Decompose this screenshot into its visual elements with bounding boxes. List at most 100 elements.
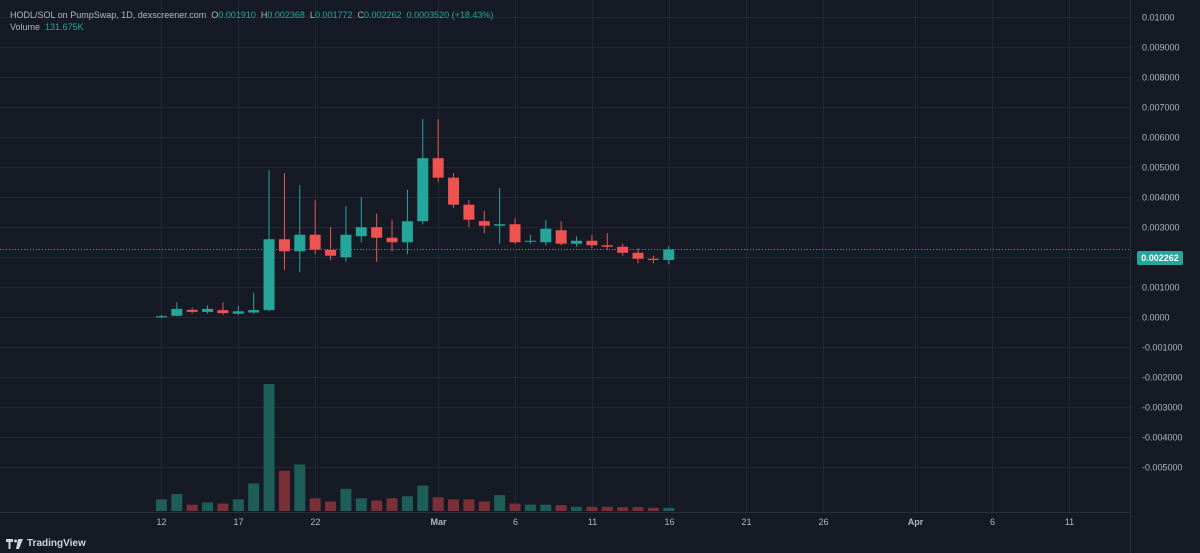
candle-body <box>155 316 167 318</box>
volume-bar <box>509 503 521 511</box>
chart-legend: HODL/SOL on PumpSwap, 1D, dexscreener.co… <box>10 9 493 33</box>
x-tick-label: Apr <box>908 517 924 527</box>
y-tick-label: 0.001000 <box>1142 283 1180 293</box>
candle-body <box>386 237 398 243</box>
candle-body <box>371 227 383 238</box>
open-value: 0.001910 <box>218 10 256 20</box>
volume-bar <box>448 499 460 511</box>
volume-bar <box>663 507 675 511</box>
x-tick-label: 21 <box>741 517 751 527</box>
y-tick-label: -0.004000 <box>1142 433 1183 443</box>
y-tick-label: 0.008000 <box>1142 73 1180 83</box>
y-tick-label: 0.006000 <box>1142 133 1180 143</box>
candle-body <box>571 240 583 244</box>
candle-body <box>355 227 367 237</box>
y-tick-label: 0.009000 <box>1142 43 1180 53</box>
candle-body <box>186 309 198 312</box>
volume-bar <box>355 498 367 511</box>
candle-body <box>617 246 629 253</box>
tradingview-logo-icon <box>6 538 23 549</box>
candle-body <box>478 221 490 226</box>
x-tick-label: Mar <box>430 517 447 527</box>
symbol-title: HODL/SOL on PumpSwap, 1D, dexscreener.co… <box>10 10 207 20</box>
x-tick-label: 11 <box>588 517 597 527</box>
volume-bar <box>340 488 352 511</box>
x-tick-label: 12 <box>156 517 166 527</box>
candle-body <box>432 158 444 178</box>
volume-bar <box>371 500 383 511</box>
low-label: L <box>309 10 315 20</box>
candle-body <box>601 245 613 247</box>
candle-body <box>232 311 244 314</box>
volume-bar <box>401 496 413 511</box>
candle-body <box>325 249 337 256</box>
volume-bar <box>601 506 613 511</box>
candle-body <box>663 249 675 260</box>
high-value: 0.002368 <box>267 10 305 20</box>
x-tick-label: 6 <box>513 517 518 527</box>
candle-body <box>217 310 229 314</box>
y-tick-label: 0.007000 <box>1142 103 1180 113</box>
volume-bar <box>617 507 629 511</box>
y-tick-label: 0.0000 <box>1142 313 1170 323</box>
volume-bar <box>386 498 398 511</box>
candle-body <box>632 252 644 259</box>
candle-body <box>340 234 352 258</box>
volume-bar <box>217 503 229 511</box>
candle-body <box>540 228 552 243</box>
volume-bar <box>294 464 306 511</box>
volume-bar <box>278 470 290 511</box>
candle-body <box>586 240 598 246</box>
candle-body <box>448 177 460 205</box>
last-price-tag: 0.002262 <box>1137 251 1183 265</box>
y-tick-label: -0.003000 <box>1142 403 1183 413</box>
time-axis: 12 17 22 Mar 6 11 16 21 26 Apr 6 11 <box>156 517 1074 527</box>
volume-bar <box>202 502 214 511</box>
x-tick-label: 17 <box>233 517 243 527</box>
x-tick-label: 26 <box>818 517 828 527</box>
volume-bar <box>494 495 506 511</box>
change-value: 0.0003520 (+18.43%) <box>406 10 494 20</box>
tradingview-brand[interactable]: TradingView <box>6 538 86 549</box>
candles <box>155 119 675 318</box>
volume-bar <box>248 483 260 511</box>
volume-bar <box>186 504 198 511</box>
volume-bar <box>463 499 475 511</box>
candle-body <box>555 230 567 244</box>
volume-bar <box>155 499 167 511</box>
volume-bar <box>586 506 598 511</box>
candle-body <box>309 234 321 250</box>
volume-bar <box>432 497 444 511</box>
close-value: 0.002262 <box>364 10 402 20</box>
ohlc-row: HODL/SOL on PumpSwap, 1D, dexscreener.co… <box>10 9 493 21</box>
tradingview-label: TradingView <box>27 538 86 549</box>
volume-bar <box>555 505 567 511</box>
volume-row: Volume 131.675K <box>10 21 493 33</box>
x-tick-label: 16 <box>664 517 674 527</box>
y-tick-label: -0.002000 <box>1142 373 1183 383</box>
volume-bar <box>647 507 659 511</box>
volume-bar <box>232 499 244 511</box>
candle-body <box>248 310 260 313</box>
y-tick-label: 0.005000 <box>1142 163 1180 173</box>
volume-bar <box>417 485 429 511</box>
x-tick-label: 22 <box>310 517 320 527</box>
candle-body <box>171 308 183 316</box>
volume-bar <box>309 498 321 511</box>
volume-bar <box>524 504 536 511</box>
candle-body <box>294 234 306 252</box>
x-tick-label: 11 <box>1065 517 1074 527</box>
close-label: C <box>357 10 365 20</box>
candle-body <box>494 224 506 226</box>
candle-body <box>524 240 536 242</box>
volume-bar <box>632 507 644 511</box>
volume-bar <box>478 501 490 511</box>
y-tick-label: 0.004000 <box>1142 193 1180 203</box>
y-tick-label: 0.003000 <box>1142 223 1180 233</box>
volume-bar <box>263 384 275 511</box>
candle-body <box>202 308 214 312</box>
candle-body <box>509 224 521 243</box>
candle-body <box>278 239 290 252</box>
candle-body <box>401 221 413 243</box>
